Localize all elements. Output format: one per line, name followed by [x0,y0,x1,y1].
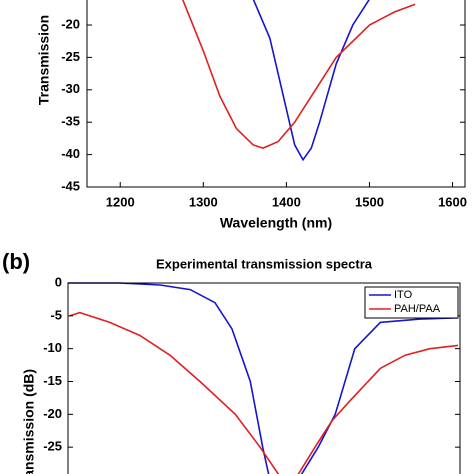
series-line [252,0,370,162]
x-tick-label: 1500 [355,194,384,209]
series-line [181,0,416,149]
y-tick-label: -25 [61,49,80,64]
x-tick-label: 1600 [438,194,467,209]
x-tick-label: 1300 [189,194,218,209]
y-tick-label: -45 [61,178,80,193]
panel-label: (b) [2,249,30,274]
plot-area [181,0,416,162]
y-tick-label: -30 [61,81,80,96]
x-axis-label: Wavelength (nm) [220,215,332,231]
y-tick-label: -25 [43,439,62,454]
y-tick-label: -5 [50,307,62,322]
x-tick-label: 1200 [106,194,135,209]
y-axis-label: Transmission (dB) [21,369,37,474]
y-tick-label: -10 [43,340,62,355]
axes-box [86,0,466,188]
y-tick-label: -15 [43,373,62,388]
chart-title: Experimental transmission spectra [156,256,373,271]
y-axis-label: Transmission [36,15,52,105]
plot-area [68,282,459,474]
y-tick-label: 0 [55,274,62,289]
y-tick-label: -20 [43,406,62,421]
series-line [68,282,459,474]
series-line [69,311,459,474]
axes-box [67,282,461,474]
legend-label: ITO [394,289,413,301]
legend-box [364,286,459,319]
x-tick-label: 1400 [272,194,301,209]
y-tick-label: -35 [61,114,80,129]
y-tick-label: -40 [61,146,80,161]
legend-label: PAH/PAA [394,303,441,315]
y-tick-label: -20 [61,16,80,31]
